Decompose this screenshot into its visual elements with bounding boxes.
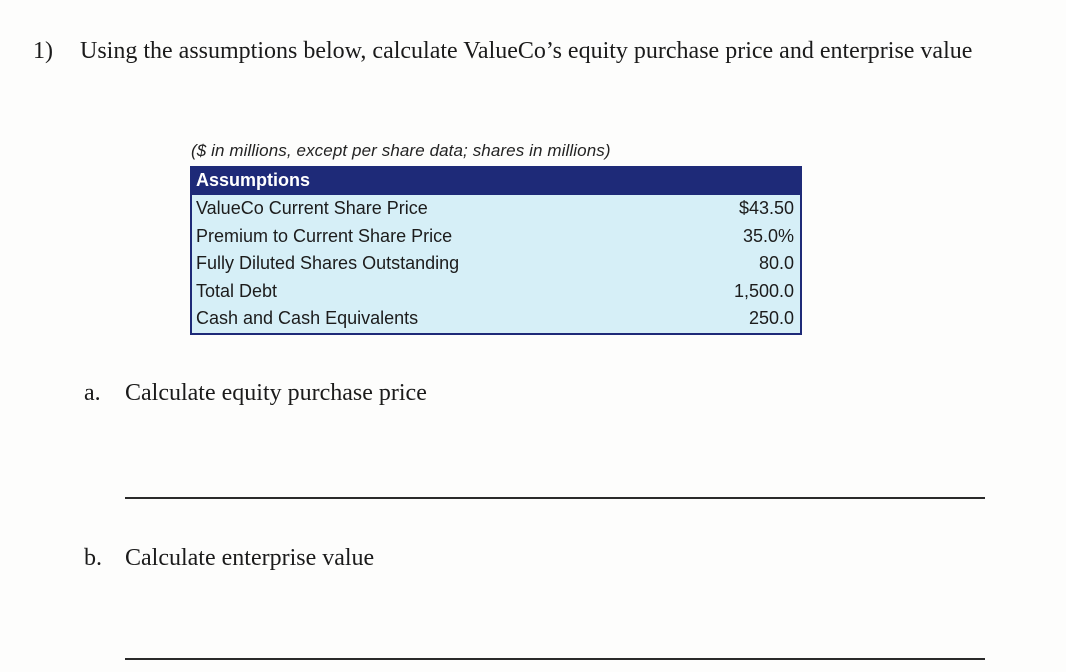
row-label: Cash and Cash Equivalents: [196, 308, 419, 329]
answer-line-b: [125, 658, 985, 660]
part-b-letter: b.: [84, 545, 102, 571]
table-row-premium: Premium to Current Share Price 35.0%: [192, 223, 800, 251]
part-b: b. Calculate enterprise value: [84, 543, 374, 574]
table-row-cash: Cash and Cash Equivalents 250.0: [192, 305, 800, 333]
table-row-total-debt: Total Debt 1,500.0: [192, 278, 800, 306]
row-value: 1,500.0: [733, 280, 794, 301]
part-a-text: Calculate equity purchase price: [125, 380, 427, 406]
table-caption: ($ in millions, except per share data; s…: [191, 141, 611, 160]
part-a: a. Calculate equity purchase price: [84, 378, 427, 409]
row-value: 80.0: [758, 253, 794, 274]
question-1: 1) Using the assumptions below, calculat…: [33, 36, 972, 68]
question-text: Using the assumptions below, calculate V…: [80, 38, 973, 64]
row-label: Total Debt: [196, 280, 278, 301]
row-value: 35.0%: [742, 225, 794, 246]
assumptions-table-header: Assumptions: [192, 168, 800, 195]
table-row-share-price: ValueCo Current Share Price $43.50: [192, 195, 800, 223]
part-a-letter: a.: [84, 380, 101, 406]
answer-line-a: [125, 497, 985, 499]
row-label: Fully Diluted Shares Outstanding: [196, 253, 460, 274]
question-number: 1): [33, 38, 53, 64]
row-value: $43.50: [738, 198, 794, 219]
row-label: ValueCo Current Share Price: [196, 198, 428, 219]
row-label: Premium to Current Share Price: [196, 225, 453, 246]
assumptions-table: Assumptions ValueCo Current Share Price …: [190, 166, 802, 335]
table-row-diluted-shares: Fully Diluted Shares Outstanding 80.0: [192, 250, 800, 278]
part-b-text: Calculate enterprise value: [125, 545, 375, 571]
row-value: 250.0: [748, 308, 794, 329]
